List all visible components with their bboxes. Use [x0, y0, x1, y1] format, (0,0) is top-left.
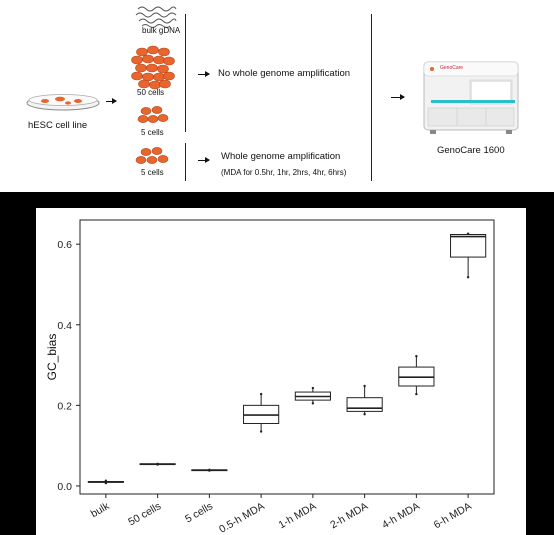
box-body	[450, 234, 487, 258]
x-tick-label: bulk	[89, 500, 112, 520]
cells-50-label: 50 cells	[137, 88, 165, 97]
divider-wga	[185, 143, 186, 181]
y-tick-label: 0.6	[57, 239, 72, 251]
box-4	[294, 386, 331, 405]
x-tick-label: 5 cells	[183, 500, 215, 525]
x-tick-label: 2-h MDA	[328, 500, 370, 531]
arrow-to-samples-icon	[106, 98, 117, 104]
cell-line-label: hESC cell line	[28, 120, 88, 131]
bulk-gdna-label: bulk gDNA	[142, 26, 181, 35]
cells-50-cluster-icon	[131, 45, 175, 90]
max-point	[104, 479, 108, 482]
min-point	[466, 276, 470, 279]
min-point	[208, 469, 211, 472]
wga-detail-label: (MDA for 0.5hr, 1hr, 2hrs, 4hr, 6hrs)	[221, 168, 347, 177]
instrument-label: GenoCare 1600	[437, 145, 505, 156]
wga-label: Whole genome amplification	[221, 151, 341, 162]
arrow-wga-icon	[198, 157, 210, 163]
max-point	[415, 354, 418, 358]
box-2	[191, 468, 228, 472]
x-tick-label: 1-h MDA	[276, 500, 318, 531]
petri-dish-icon	[26, 94, 100, 111]
gc-bias-boxplot: 0.0 0.2 0.4 0.6 bulk 50 cells 5 cells 0.5-h MD…	[45, 219, 495, 535]
min-point	[259, 430, 263, 433]
box-7	[450, 232, 487, 279]
x-tick-label: 6-h MDA	[432, 500, 474, 531]
box-0	[87, 479, 124, 485]
x-axis: bulk 50 cells 5 cells 0.5-h MDA 1-h MDA 2-h M…	[89, 494, 474, 535]
cells-5-cluster-icon	[137, 106, 169, 123]
max-point	[363, 384, 366, 388]
box-3	[243, 392, 280, 433]
arrow-no-wga-icon	[198, 71, 210, 77]
min-point	[415, 392, 418, 396]
boxplot-series	[87, 232, 487, 485]
x-tick-label: 4-h MDA	[380, 500, 422, 531]
divider-instrument	[371, 14, 372, 181]
x-tick-label: 0.5-h MDA	[217, 500, 266, 535]
y-tick-label: 0.0	[57, 481, 72, 493]
max-point	[311, 386, 315, 390]
box-6	[398, 354, 435, 396]
arrow-to-instrument-icon	[391, 94, 405, 100]
chart-panel: 0.0 0.2 0.4 0.6 bulk 50 cells 5 cells 0.5-h MD…	[36, 208, 526, 535]
y-tick-label: 0.4	[57, 320, 72, 332]
y-axis: 0.0 0.2 0.4 0.6	[57, 239, 80, 493]
cells-5-mda-label: 5 cells	[141, 168, 164, 177]
box-1	[139, 462, 176, 466]
no-wga-label: No whole genome amplification	[218, 68, 351, 79]
y-axis-label: GC_bias	[45, 334, 59, 381]
cells-5-mda-cluster-icon	[135, 147, 169, 164]
y-tick-label: 0.2	[57, 400, 72, 412]
workflow-panel: bulk gDNA 50 cells 5 cells 5 cells hESC …	[0, 0, 554, 192]
cells-5-label: 5 cells	[141, 128, 164, 137]
max-point	[259, 392, 263, 396]
sequencer-instrument-icon	[423, 61, 519, 134]
box-body	[346, 397, 383, 412]
min-point	[363, 413, 366, 416]
min-point	[104, 481, 108, 485]
divider-no-wga	[185, 14, 186, 132]
box-5	[346, 384, 383, 416]
plot-frame	[79, 219, 495, 495]
min-point	[156, 463, 159, 466]
x-tick-label: 50 cells	[126, 500, 163, 528]
max-point	[466, 232, 470, 235]
instrument-brand-label: GenoCare	[440, 65, 464, 71]
min-point	[311, 402, 315, 405]
workflow-graphics	[26, 6, 519, 164]
dna-strands-icon	[135, 6, 177, 28]
